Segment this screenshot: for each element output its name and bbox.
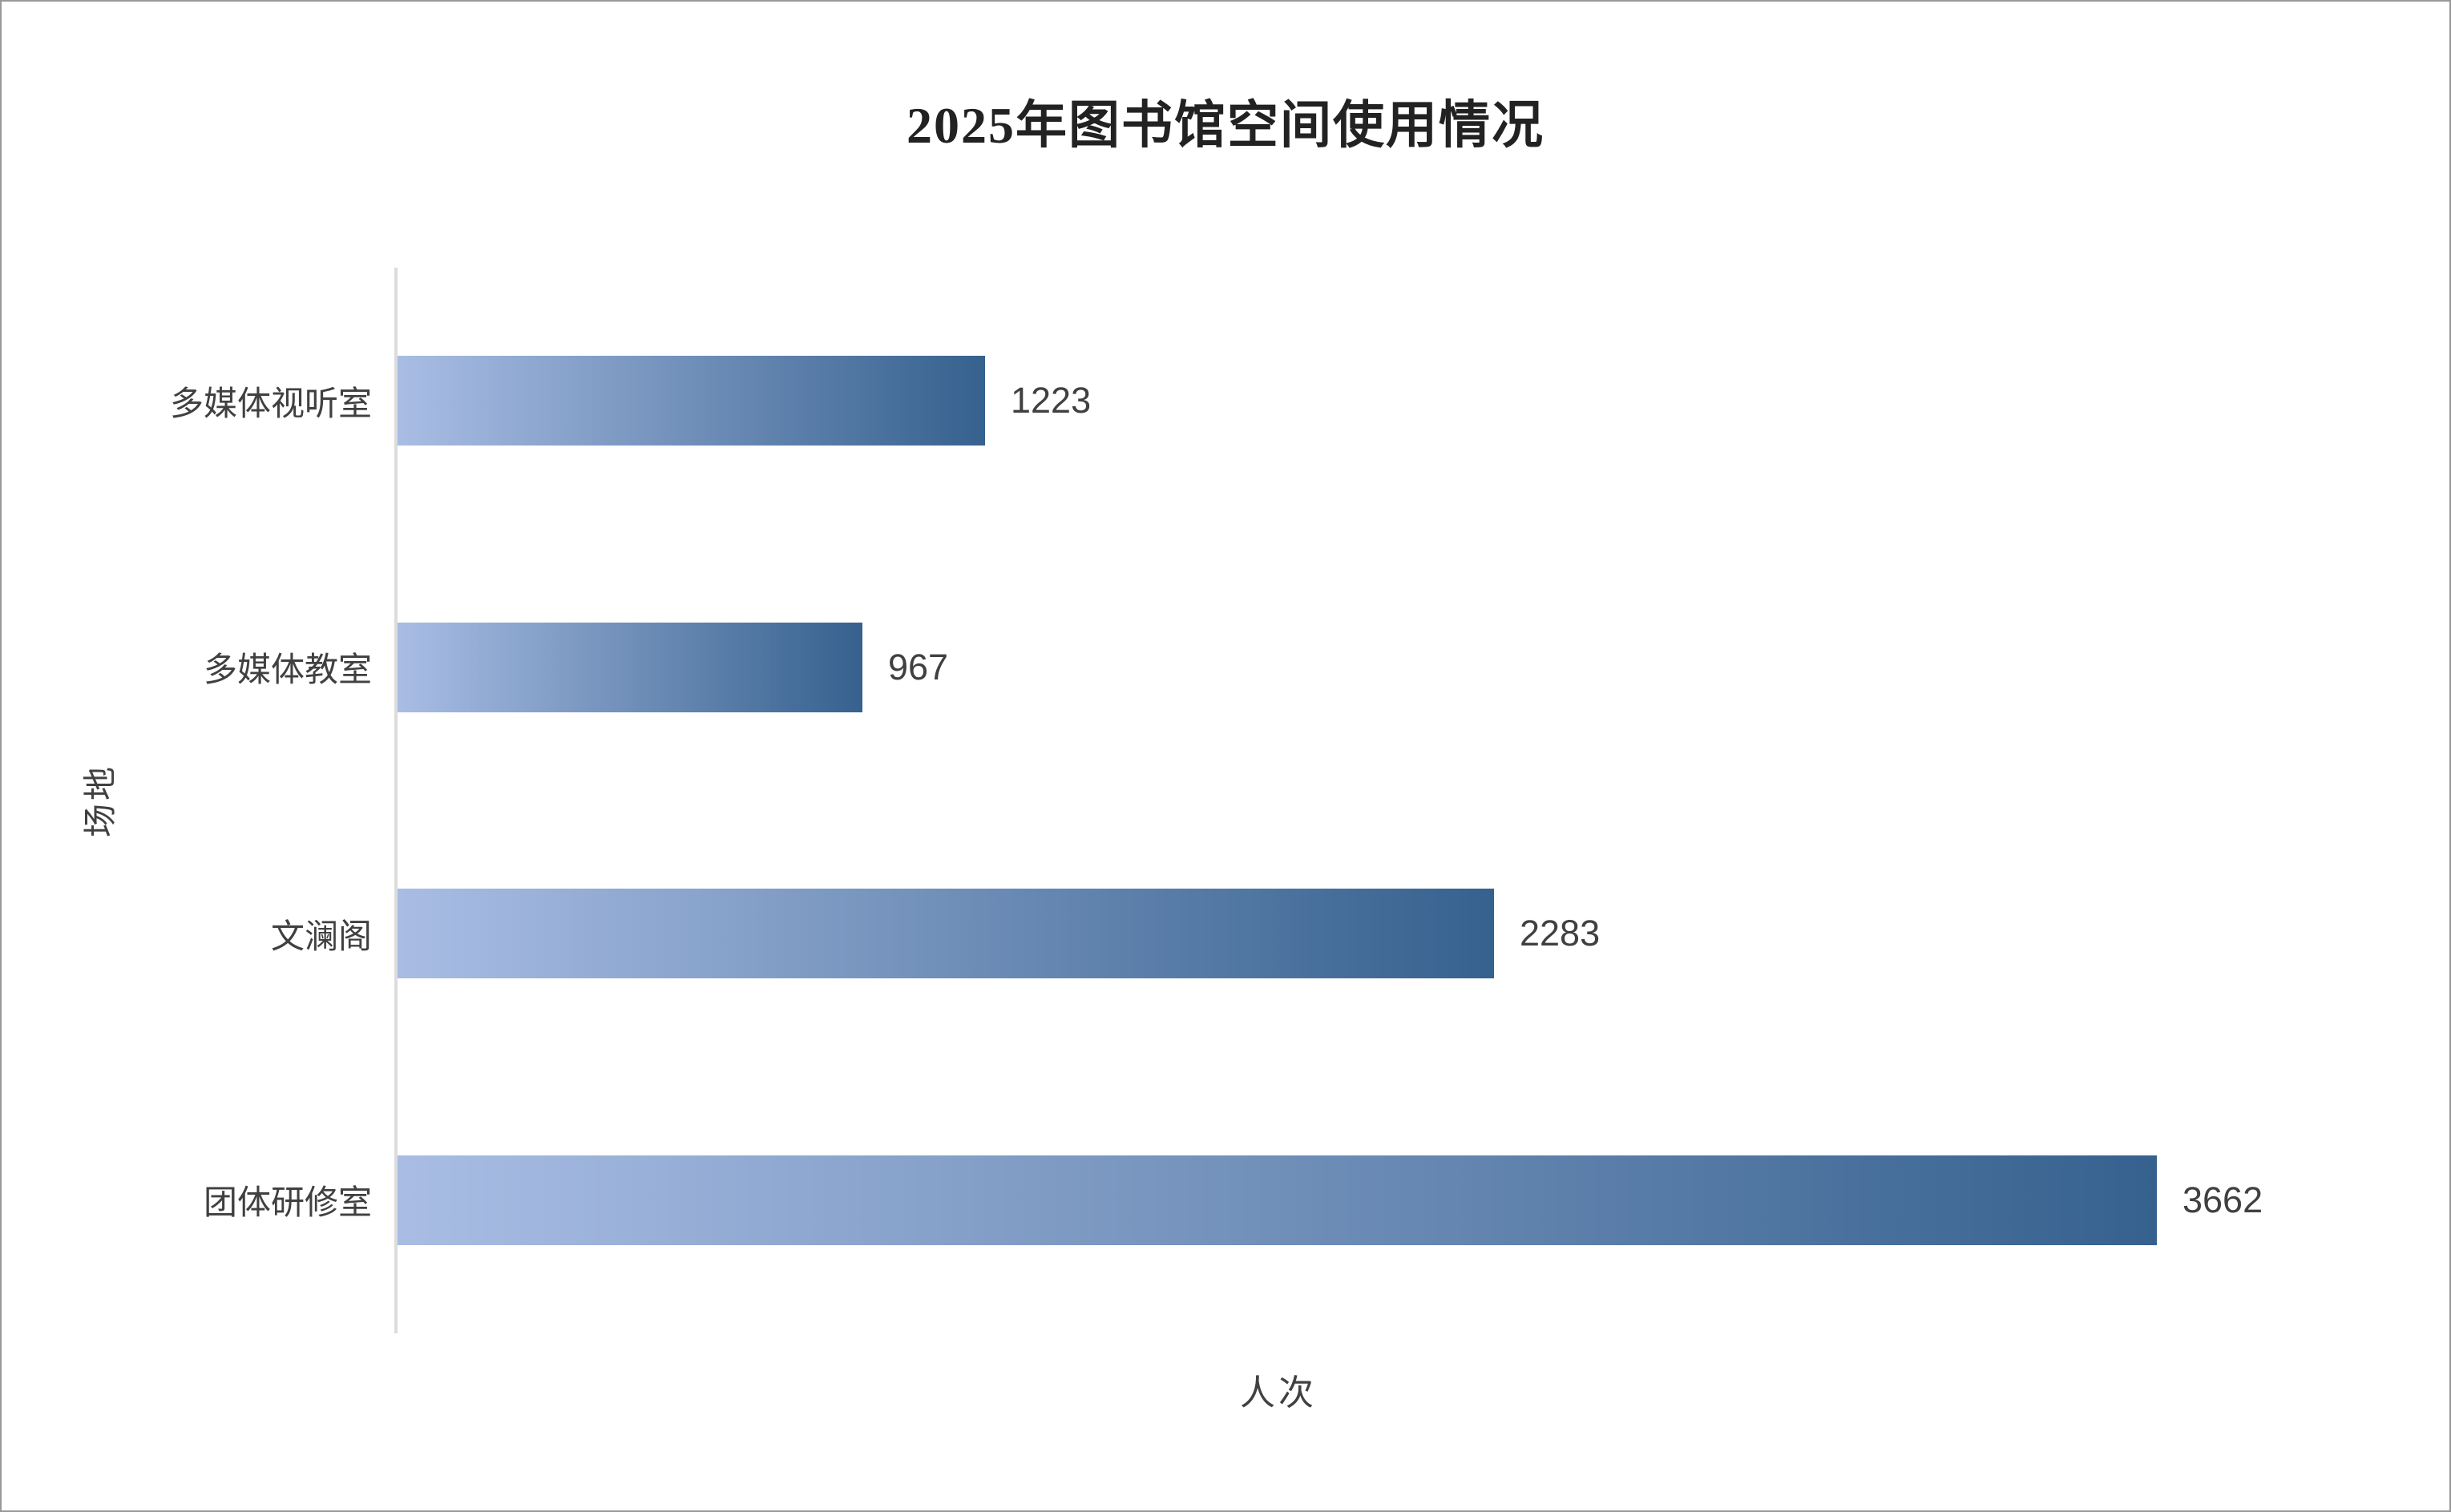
category-label: 文澜阁 [270,917,372,955]
value-label: 1223 [1011,380,1092,421]
bar-row: 多媒体视听室 1223 [170,268,2326,534]
category-label: 多媒体教室 [203,651,372,689]
bar-row: 团体研修室 3662 [204,1067,2326,1334]
value-label: 2283 [1520,913,1601,954]
category-label: 团体研修室 [203,1183,372,1222]
y-axis-line [394,268,398,1333]
plot-area: 多媒体视听室 1223 多媒体教室 967 文澜阁 2283 团体研修室 366… [170,268,2326,1334]
chart-title: 2025年图书馆空间使用情况 [907,97,1544,154]
bar-row: 文澜阁 2283 [271,800,2326,1067]
bar[interactable] [398,889,1494,979]
bar-row: 多媒体教室 967 [204,534,2326,801]
category-label: 多媒体视听室 [169,384,372,422]
y-axis-title: 场地 [81,763,119,838]
value-label: 3662 [2182,1179,2263,1220]
bar[interactable] [398,622,862,712]
x-axis-title: 人次 [1240,1373,1317,1413]
bar[interactable] [398,356,985,446]
bar[interactable] [398,1155,2157,1245]
value-label: 967 [888,646,949,687]
